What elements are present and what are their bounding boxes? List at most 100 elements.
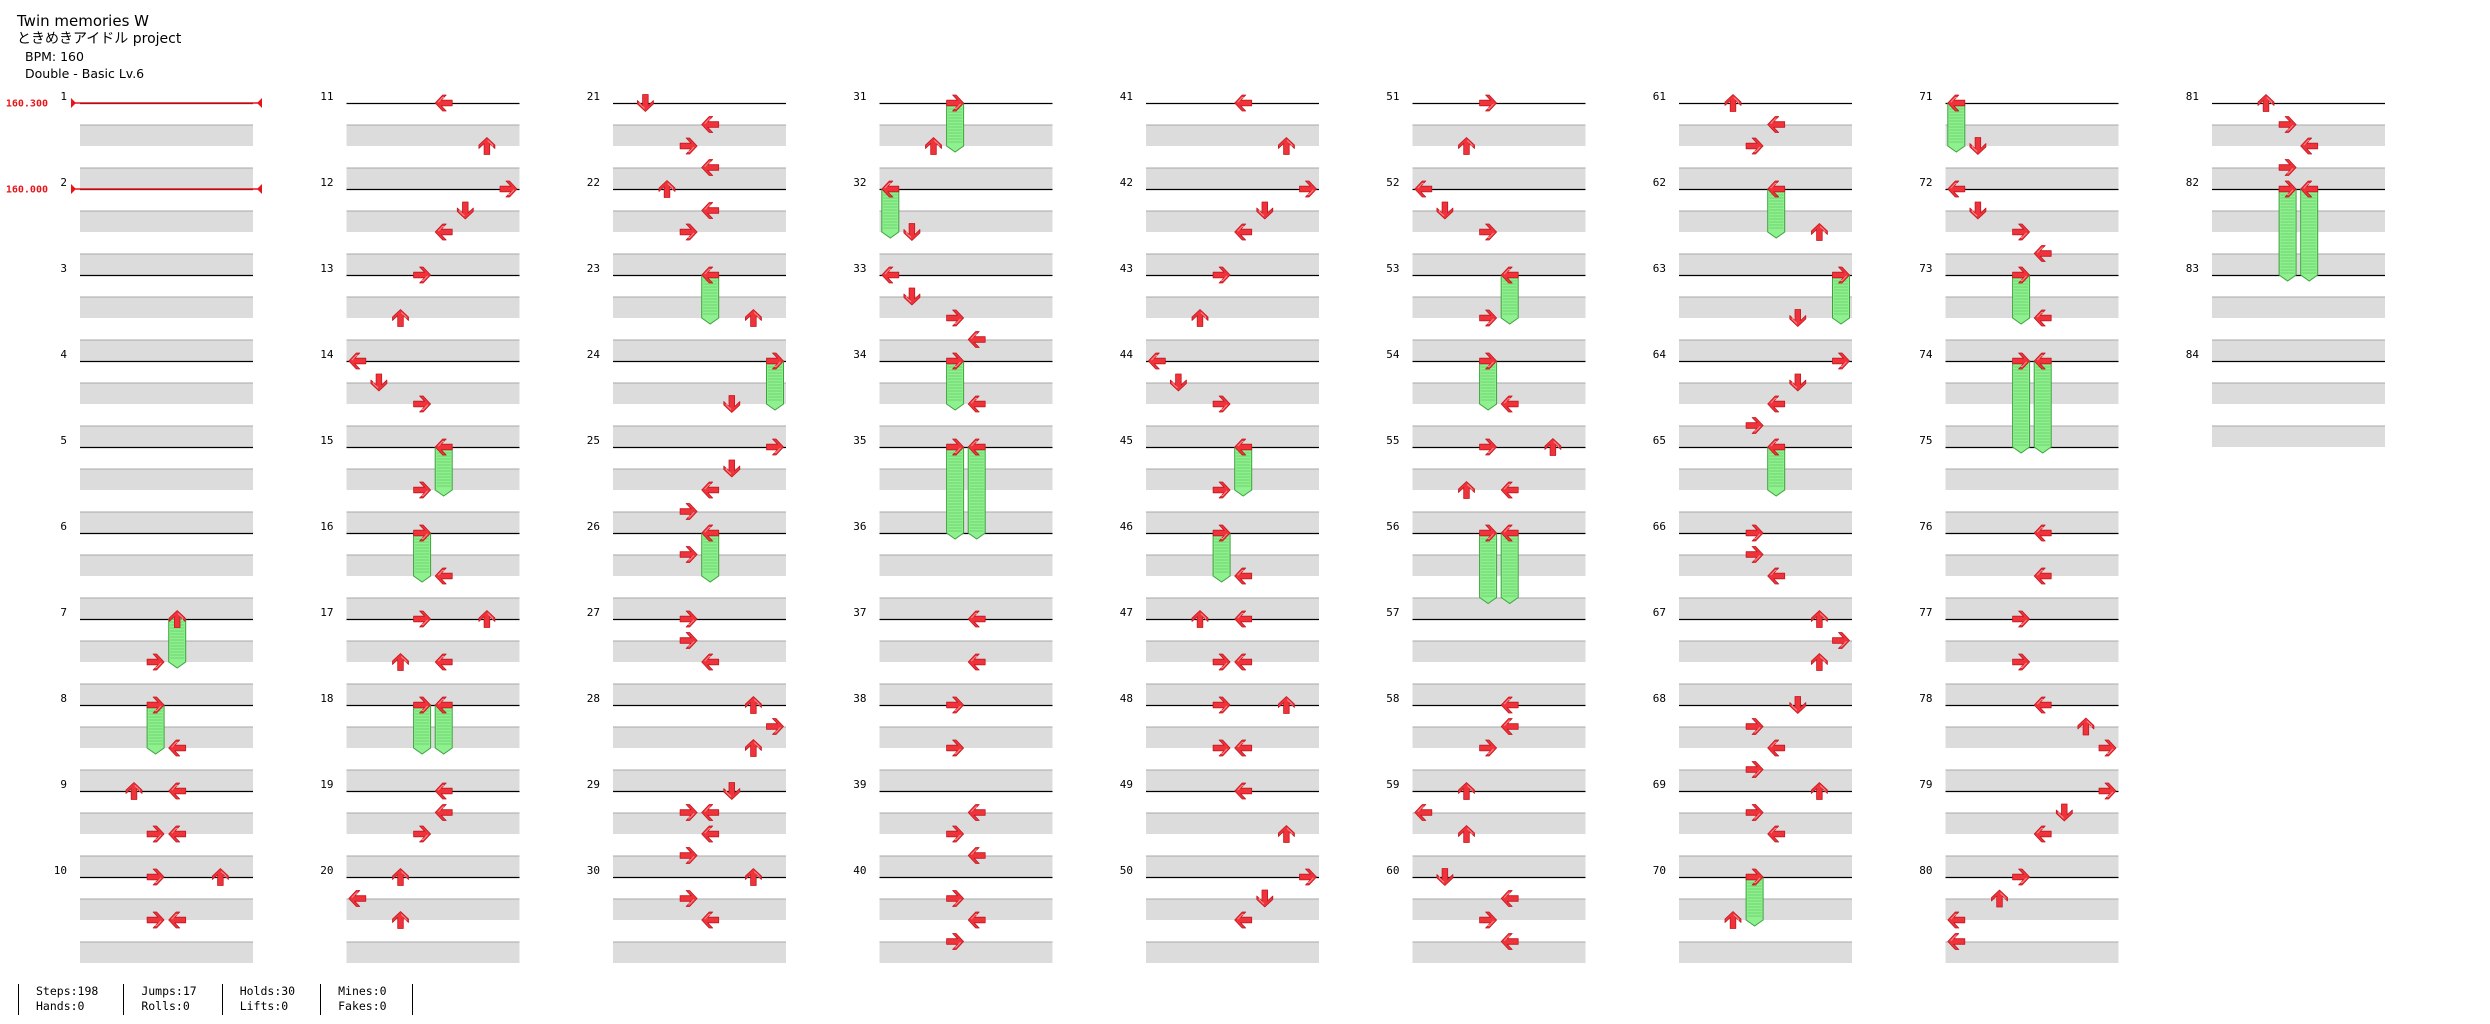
arrow-up-icon (1458, 782, 1475, 800)
hold-note (1767, 188, 1786, 239)
beat-band (1146, 296, 1319, 318)
arrow-highlight (2287, 167, 2294, 174)
arrow-right-icon (1212, 653, 1231, 671)
arrow-shape (2033, 524, 2052, 542)
beat-band (80, 769, 253, 791)
arrow-shape (1745, 761, 1764, 778)
arrow-shape (1767, 567, 1786, 585)
arrow-highlight (688, 812, 695, 819)
arrow-left-icon (168, 782, 187, 800)
beat-band (1412, 554, 1586, 576)
arrow-shape (392, 653, 409, 671)
arrow-shape (2077, 717, 2095, 736)
measure-number: 50 (1120, 864, 1133, 877)
arrow-shape (1947, 933, 1966, 950)
arrow-highlight (508, 189, 515, 195)
arrow-highlight (774, 726, 781, 733)
measure-72: 72 (1919, 176, 2119, 275)
stat-steps: Steps:198 (36, 984, 99, 998)
arrow-right-icon (1212, 266, 1231, 284)
arrow-left-icon (967, 331, 986, 348)
hold-note (701, 274, 720, 325)
measure-number: 3 (60, 262, 67, 275)
stat-lifts: Lifts:0 (239, 999, 289, 1013)
arrow-highlight (1221, 705, 1228, 711)
beat-band (346, 941, 520, 963)
measure-number: 71 (1919, 90, 1932, 103)
arrow-shape (1414, 804, 1433, 821)
arrow-up-icon (1191, 610, 1209, 628)
arrow-shape (1500, 266, 1519, 284)
arrow-highlight (437, 97, 445, 103)
measure-82: 82 (2186, 176, 2385, 275)
arrow-left-icon (967, 653, 986, 671)
arrow-left-icon (1500, 696, 1519, 714)
beat-band (346, 855, 520, 877)
arrow-shape (679, 546, 698, 563)
arrow-right-icon (1479, 911, 1497, 929)
arrow-shape (1278, 696, 1295, 714)
beat-band (346, 769, 520, 791)
beat-band (879, 210, 1053, 232)
beat-band (1412, 425, 1586, 447)
arrow-up-icon (478, 610, 496, 628)
measure-number: 61 (1653, 90, 1666, 103)
arrow-left-icon (348, 352, 367, 370)
arrow-shape (168, 782, 187, 800)
arrow-highlight (1503, 892, 1511, 899)
beat-band (879, 898, 1053, 920)
arrow-shape (946, 94, 964, 112)
hold-note (946, 446, 965, 540)
arrow-highlight (177, 613, 184, 620)
beat-band (613, 683, 786, 705)
arrow-left-icon (1767, 180, 1786, 198)
arrow-shape (1436, 201, 1454, 220)
beat-band (1146, 124, 1319, 146)
measure-number: 73 (1919, 262, 1932, 275)
beat-band (1412, 683, 1586, 705)
arrow-highlight (1819, 226, 1826, 233)
arrow-left-icon (701, 116, 720, 133)
arrow-down-icon (1789, 309, 1807, 327)
measure-number: 82 (2186, 176, 2199, 189)
arrow-highlight (704, 914, 711, 920)
arrow-highlight (437, 570, 445, 576)
arrow-shape (1811, 653, 1828, 671)
arrow-shape (1278, 137, 1295, 155)
stat-jumps: Jumps:17 (141, 984, 197, 998)
arrow-left-icon (434, 94, 453, 112)
arrow-left-icon (701, 524, 720, 542)
measure-number: 77 (1919, 606, 1932, 619)
hold-note (2278, 188, 2297, 282)
arrow-highlight (1237, 226, 1244, 232)
beat-band (1679, 425, 1852, 447)
measure-number: 22 (587, 176, 600, 189)
beat-band (1146, 640, 1319, 662)
beat-band (613, 597, 786, 619)
arrow-shape (2033, 567, 2052, 585)
arrow-highlight (1503, 720, 1511, 727)
arrow-highlight (1221, 275, 1228, 281)
measure-number: 58 (1386, 692, 1399, 705)
arrow-left-icon (1500, 933, 1519, 950)
arrow-highlight (1487, 447, 1494, 453)
arrow-highlight (704, 204, 711, 211)
arrow-right-icon (146, 825, 165, 843)
arrow-shape (2055, 803, 2073, 822)
arrow-shape (723, 782, 741, 800)
beat-band (346, 511, 520, 533)
arrow-right-icon (679, 546, 698, 563)
arrow-highlight (2036, 570, 2044, 576)
arrow-highlight (970, 398, 978, 404)
beat-band (613, 726, 786, 748)
beat-band (80, 382, 253, 404)
beat-band (1146, 726, 1319, 748)
arrow-highlight (1221, 490, 1228, 496)
measure-number: 21 (587, 90, 600, 103)
arrow-highlight (1466, 484, 1473, 491)
arrow-right-icon (1212, 739, 1231, 757)
arrow-shape (1479, 524, 1497, 542)
arrow-highlight (487, 613, 493, 620)
beat-band (80, 210, 253, 232)
beat-band (1945, 124, 2119, 146)
